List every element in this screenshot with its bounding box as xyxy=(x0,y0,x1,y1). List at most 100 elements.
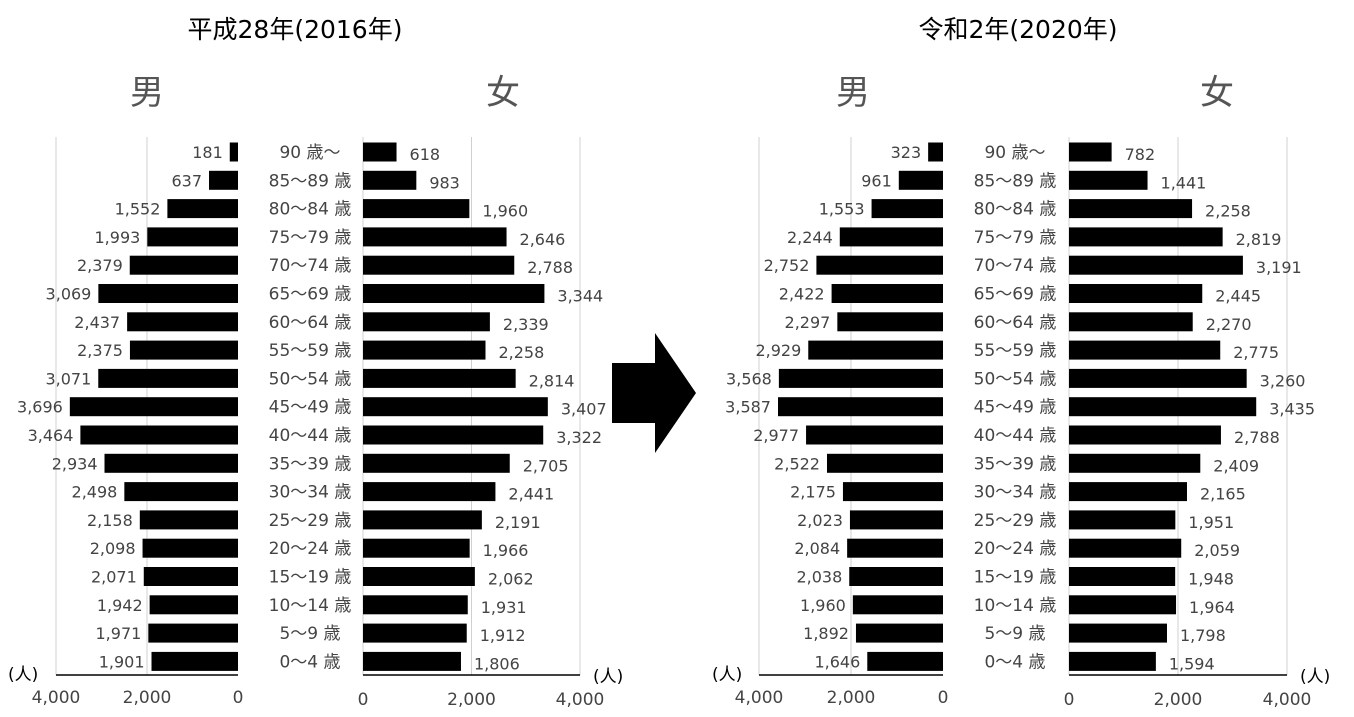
chart-2-category-label: 60〜64 歳 xyxy=(974,313,1057,333)
chart-1-female-bar xyxy=(363,453,510,473)
chart-2-category-label: 25〜29 歳 xyxy=(974,511,1057,531)
chart-2-male-bar xyxy=(849,567,943,586)
chart-2-male-tick-label: 0 xyxy=(938,688,949,708)
chart-2-male-label: 男 xyxy=(836,73,870,113)
chart-1-female-tick-label: 0 xyxy=(358,690,369,710)
chart-2-male-data-label: 2,977 xyxy=(753,426,799,445)
chart-2-female-tick-label: 2,000 xyxy=(1154,690,1203,710)
chart-2-category-label: 15〜19 歳 xyxy=(974,568,1057,588)
chart-2-male-bar xyxy=(871,199,943,219)
chart-2-male-bar xyxy=(778,368,943,388)
chart-1-female-bar xyxy=(363,510,482,530)
chart-2-male-data-label: 1,892 xyxy=(803,624,849,643)
chart-2-male-data-label: 323 xyxy=(891,143,922,162)
chart-2-male-bar xyxy=(867,651,943,671)
chart-2-male-data-label: 1,553 xyxy=(819,200,865,219)
chart-2-category-label: 20〜24 歳 xyxy=(974,539,1057,559)
chart-2-female-bar xyxy=(1069,651,1156,671)
chart-1-female-bar xyxy=(363,397,548,417)
chart-2-male-data-label: 2,023 xyxy=(797,511,843,530)
chart-1-category-label: 0〜4 歳 xyxy=(279,652,340,672)
chart-2-female-data-label: 2,409 xyxy=(1213,456,1259,475)
chart-1-male-data-label: 2,071 xyxy=(91,568,137,587)
chart-2-female-data-label: 2,445 xyxy=(1215,287,1261,306)
chart-1-male-unit-label: (人) xyxy=(8,665,38,685)
chart-2-title: 令和2年(2020年) xyxy=(918,15,1117,44)
chart-1-male-bar xyxy=(129,340,238,360)
chart-1-male-bar xyxy=(139,510,238,530)
chart-2-female-data-label: 2,258 xyxy=(1205,202,1251,221)
chart-1-male-bar xyxy=(142,538,238,558)
chart-2-male-data-label: 961 xyxy=(861,171,892,190)
chart-2-male-tick-label: 4,000 xyxy=(735,688,784,708)
chart-1-category-label: 40〜44 歳 xyxy=(269,426,352,446)
chart-1-category-label: 20〜24 歳 xyxy=(269,539,352,559)
chart-2-female-data-label: 2,270 xyxy=(1206,315,1252,334)
chart-1-male-data-label: 3,071 xyxy=(45,369,91,388)
chart-2-male-bar xyxy=(898,170,943,190)
chart-1-male-data-label: 637 xyxy=(171,171,202,190)
chart-2-female-tick-label: 4,000 xyxy=(1263,690,1312,710)
chart-2-male-bar xyxy=(808,340,943,360)
chart-1-male-data-label: 3,069 xyxy=(46,285,92,304)
chart-2-male-bar xyxy=(842,482,943,502)
chart-1-female-bar xyxy=(363,368,516,388)
chart-1-female-tick-label: 2,000 xyxy=(447,690,496,710)
chart-1-female-bar xyxy=(363,425,544,445)
chart-2-female-bar xyxy=(1069,510,1176,530)
chart-1-female-bar xyxy=(363,340,486,360)
chart-1-female-data-label: 2,339 xyxy=(503,315,549,334)
chart-1-male-data-label: 1,993 xyxy=(95,228,141,247)
chart-1-male-data-label: 3,464 xyxy=(28,426,74,445)
chart-1-male-data-label: 2,379 xyxy=(77,256,123,275)
chart-2-male-data-label: 2,752 xyxy=(764,256,810,275)
chart-1-male-data-label: 2,098 xyxy=(90,539,136,558)
chart-1-male-tick-label: 0 xyxy=(233,688,244,708)
chart-1-male-bar xyxy=(98,368,238,388)
chart-2-male-bar xyxy=(849,510,943,530)
chart-2-female-data-label: 1,441 xyxy=(1161,173,1207,192)
chart-1-female-bar xyxy=(363,651,461,671)
chart-1-female-data-label: 618 xyxy=(410,145,441,164)
chart-1-category-label: 80〜84 歳 xyxy=(269,200,352,220)
chart-1-female-bar xyxy=(363,538,470,558)
chart-2-male-bar xyxy=(816,255,943,275)
chart-1-category-label: 45〜49 歳 xyxy=(269,398,352,418)
chart-2-category-label: 40〜44 歳 xyxy=(974,426,1057,446)
chart-2-male-bar xyxy=(806,425,943,445)
chart-1-male-bar xyxy=(209,170,238,190)
chart-1-male-bar xyxy=(80,425,238,445)
chart-1-male-bar xyxy=(148,623,238,643)
chart-1-category-label: 25〜29 歳 xyxy=(269,511,352,531)
chart-2-female-data-label: 1,951 xyxy=(1188,513,1234,532)
chart-2-male-data-label: 2,929 xyxy=(755,341,801,360)
chart-2-female-data-label: 3,191 xyxy=(1256,258,1302,277)
chart-1-male-bar xyxy=(98,284,238,303)
chart-1-female-data-label: 1,806 xyxy=(474,654,520,673)
chart-2-male-bar xyxy=(831,284,943,303)
chart-2-category-label: 50〜54 歳 xyxy=(974,369,1057,389)
chart-2-female-bar xyxy=(1069,453,1201,473)
chart-1-female-data-label: 2,705 xyxy=(523,456,569,475)
chart-1-category-label: 55〜59 歳 xyxy=(269,341,352,361)
chart-1-female-bar xyxy=(363,284,545,303)
chart-2-male-data-label: 2,038 xyxy=(796,568,842,587)
chart-2-male-bar xyxy=(839,227,943,247)
chart-2-category-label: 75〜79 歳 xyxy=(974,228,1057,248)
chart-1-female-data-label: 2,191 xyxy=(495,513,541,532)
chart-1-female-bar xyxy=(363,567,475,586)
chart-2-female-tick-label: 0 xyxy=(1064,690,1075,710)
chart-1-male-bar xyxy=(143,567,238,586)
chart-2-female-data-label: 1,964 xyxy=(1189,598,1235,617)
chart-2-male-bar xyxy=(852,595,943,615)
chart-2-category-label: 55〜59 歳 xyxy=(974,341,1057,361)
chart-2-female-bar xyxy=(1069,397,1257,417)
chart-1-female-bar xyxy=(363,199,470,219)
chart-2-female-data-label: 2,059 xyxy=(1194,541,1240,560)
chart-1-category-label: 15〜19 歳 xyxy=(269,568,352,588)
chart-1-female-bar xyxy=(363,312,490,332)
chart-2-male-data-label: 2,297 xyxy=(785,313,831,332)
chart-1-female-data-label: 1,912 xyxy=(480,626,526,645)
chart-2-female-bar xyxy=(1069,199,1193,219)
